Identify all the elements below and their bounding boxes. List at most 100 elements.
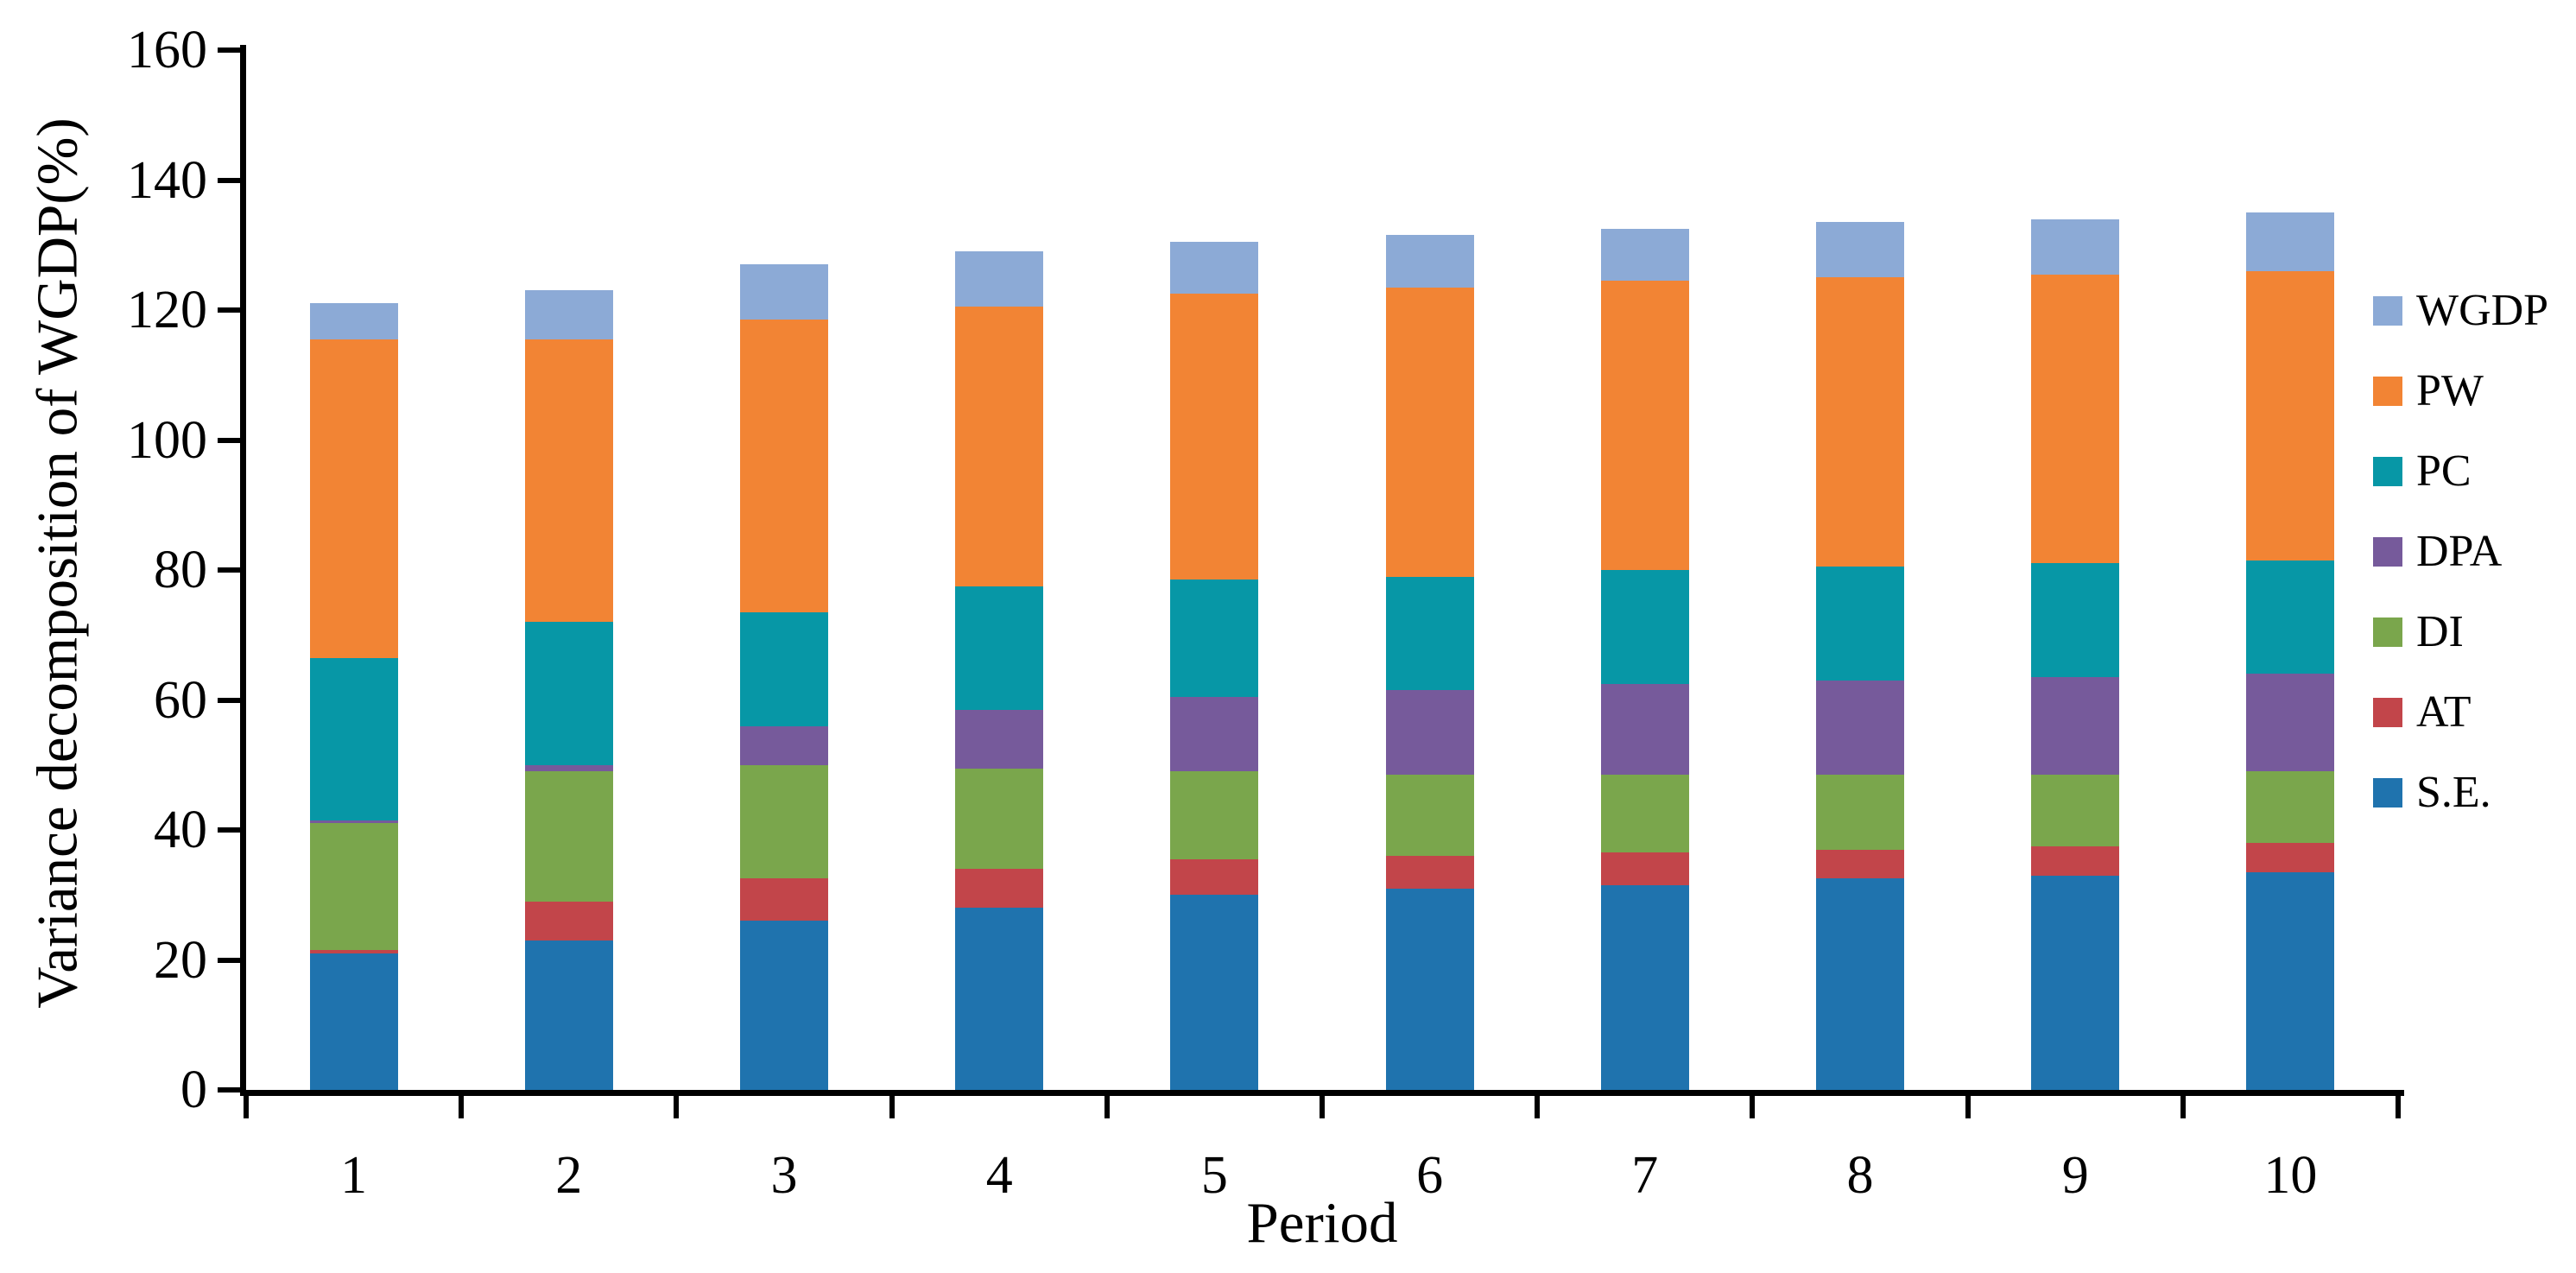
bar-segment-at xyxy=(2031,846,2120,876)
bar-segment-pc xyxy=(309,657,398,820)
x-tick xyxy=(244,1096,249,1118)
y-tick xyxy=(218,567,240,573)
bar-segment-pw xyxy=(740,320,828,612)
x-tick xyxy=(459,1096,465,1118)
bar-segment-se xyxy=(2246,871,2335,1090)
bar-segment-pw xyxy=(1385,287,1474,577)
bar-segment-pw xyxy=(309,339,398,658)
legend-label: AT xyxy=(2416,687,2472,737)
bar-segment-dpa xyxy=(524,764,613,772)
bar-segment-se xyxy=(524,940,613,1090)
bar-segment-di xyxy=(309,823,398,951)
bar-segment-se xyxy=(2031,875,2120,1090)
bar-segment-at xyxy=(1170,858,1259,896)
y-tick xyxy=(218,697,240,703)
bar-segment-pw xyxy=(955,307,1044,586)
x-tick xyxy=(2396,1096,2401,1118)
bar-segment-dpa xyxy=(1385,690,1474,776)
legend-swatch-di xyxy=(2373,618,2402,647)
bar-segment-se xyxy=(740,921,828,1090)
bar-segment-se xyxy=(1170,895,1259,1090)
y-tick xyxy=(218,827,240,833)
x-tick xyxy=(1965,1096,1971,1118)
y-axis-line xyxy=(240,45,246,1096)
bar-segment-se xyxy=(309,953,398,1090)
bar-segment-dpa xyxy=(309,820,398,824)
y-tick xyxy=(218,957,240,963)
legend-label: WGDP xyxy=(2416,286,2549,335)
bar-segment-di xyxy=(524,771,613,902)
x-tick-label: 2 xyxy=(555,1146,583,1205)
bar-segment-pw xyxy=(2031,274,2120,564)
bar-segment-pc xyxy=(1385,576,1474,691)
bar-segment-pw xyxy=(1600,281,1689,570)
legend-item: PW xyxy=(2373,365,2484,417)
legend-item: S.E. xyxy=(2373,767,2491,819)
legend-item: AT xyxy=(2373,687,2472,738)
x-tick-label: 7 xyxy=(1631,1146,1659,1205)
bar-segment-at xyxy=(524,901,613,940)
x-tick xyxy=(2180,1096,2186,1118)
bar-segment-di xyxy=(1170,771,1259,859)
legend-item: WGDP xyxy=(2373,285,2548,337)
bar-segment-pc xyxy=(2031,563,2120,678)
legend-item: DI xyxy=(2373,606,2464,658)
legend-label: PW xyxy=(2416,366,2484,415)
y-tick-label: 40 xyxy=(154,801,207,859)
x-tick-label: 1 xyxy=(340,1146,368,1205)
bar-segment-at xyxy=(2246,843,2335,872)
bar-segment-se xyxy=(1816,878,1904,1090)
bar-segment-di xyxy=(1816,775,1904,850)
bar-segment-at xyxy=(955,869,1044,909)
y-tick-label: 60 xyxy=(154,670,207,730)
x-tick xyxy=(1750,1096,1756,1118)
bar-segment-pc xyxy=(524,622,613,765)
x-tick-label: 8 xyxy=(1846,1146,1874,1205)
x-tick-label: 6 xyxy=(1416,1146,1444,1205)
bar-segment-pw xyxy=(524,339,613,623)
bar-segment-di xyxy=(1385,775,1474,857)
bar-segment-dpa xyxy=(740,725,828,765)
bar-segment-se xyxy=(955,908,1044,1090)
x-axis-title: Period xyxy=(1246,1191,1398,1255)
bar-segment-at xyxy=(1600,852,1689,885)
bar-segment-di xyxy=(2031,775,2120,846)
bar-segment-se xyxy=(1385,888,1474,1090)
x-tick xyxy=(1104,1096,1110,1118)
bar-segment-wgdp xyxy=(1816,222,1904,278)
y-tick xyxy=(218,1087,240,1092)
bar-segment-dpa xyxy=(2246,674,2335,772)
legend-swatch-at xyxy=(2373,698,2402,727)
bar-segment-pc xyxy=(1816,567,1904,681)
y-tick xyxy=(218,48,240,53)
x-tick-label: 3 xyxy=(770,1146,798,1205)
bar-segment-wgdp xyxy=(955,251,1044,307)
y-tick-label: 80 xyxy=(154,541,207,599)
x-tick xyxy=(674,1096,680,1118)
y-tick xyxy=(218,177,240,183)
bar-segment-pc xyxy=(1600,570,1689,684)
bar-segment-di xyxy=(2246,771,2335,844)
bar-segment-dpa xyxy=(955,709,1044,769)
legend-label: S.E. xyxy=(2416,768,2491,817)
bar-segment-dpa xyxy=(1600,683,1689,776)
y-tick-label: 20 xyxy=(154,930,207,990)
y-tick-label: 100 xyxy=(127,410,207,470)
bar-segment-wgdp xyxy=(309,303,398,339)
x-tick xyxy=(1320,1096,1325,1118)
bar-segment-dpa xyxy=(2031,677,2120,776)
x-tick xyxy=(889,1096,895,1118)
bar-segment-pc xyxy=(955,586,1044,710)
bar-segment-wgdp xyxy=(1600,228,1689,282)
bar-segment-pw xyxy=(2246,270,2335,560)
bar-segment-pc xyxy=(1170,580,1259,697)
legend-swatch-pw xyxy=(2373,377,2402,406)
bar-segment-dpa xyxy=(1816,680,1904,776)
bar-segment-wgdp xyxy=(1170,241,1259,294)
bar-segment-dpa xyxy=(1170,696,1259,772)
x-tick-label: 4 xyxy=(985,1146,1013,1205)
bar-segment-se xyxy=(1600,884,1689,1090)
legend-swatch-pc xyxy=(2373,457,2402,486)
bar-segment-wgdp xyxy=(524,290,613,339)
legend-label: DPA xyxy=(2416,527,2503,576)
